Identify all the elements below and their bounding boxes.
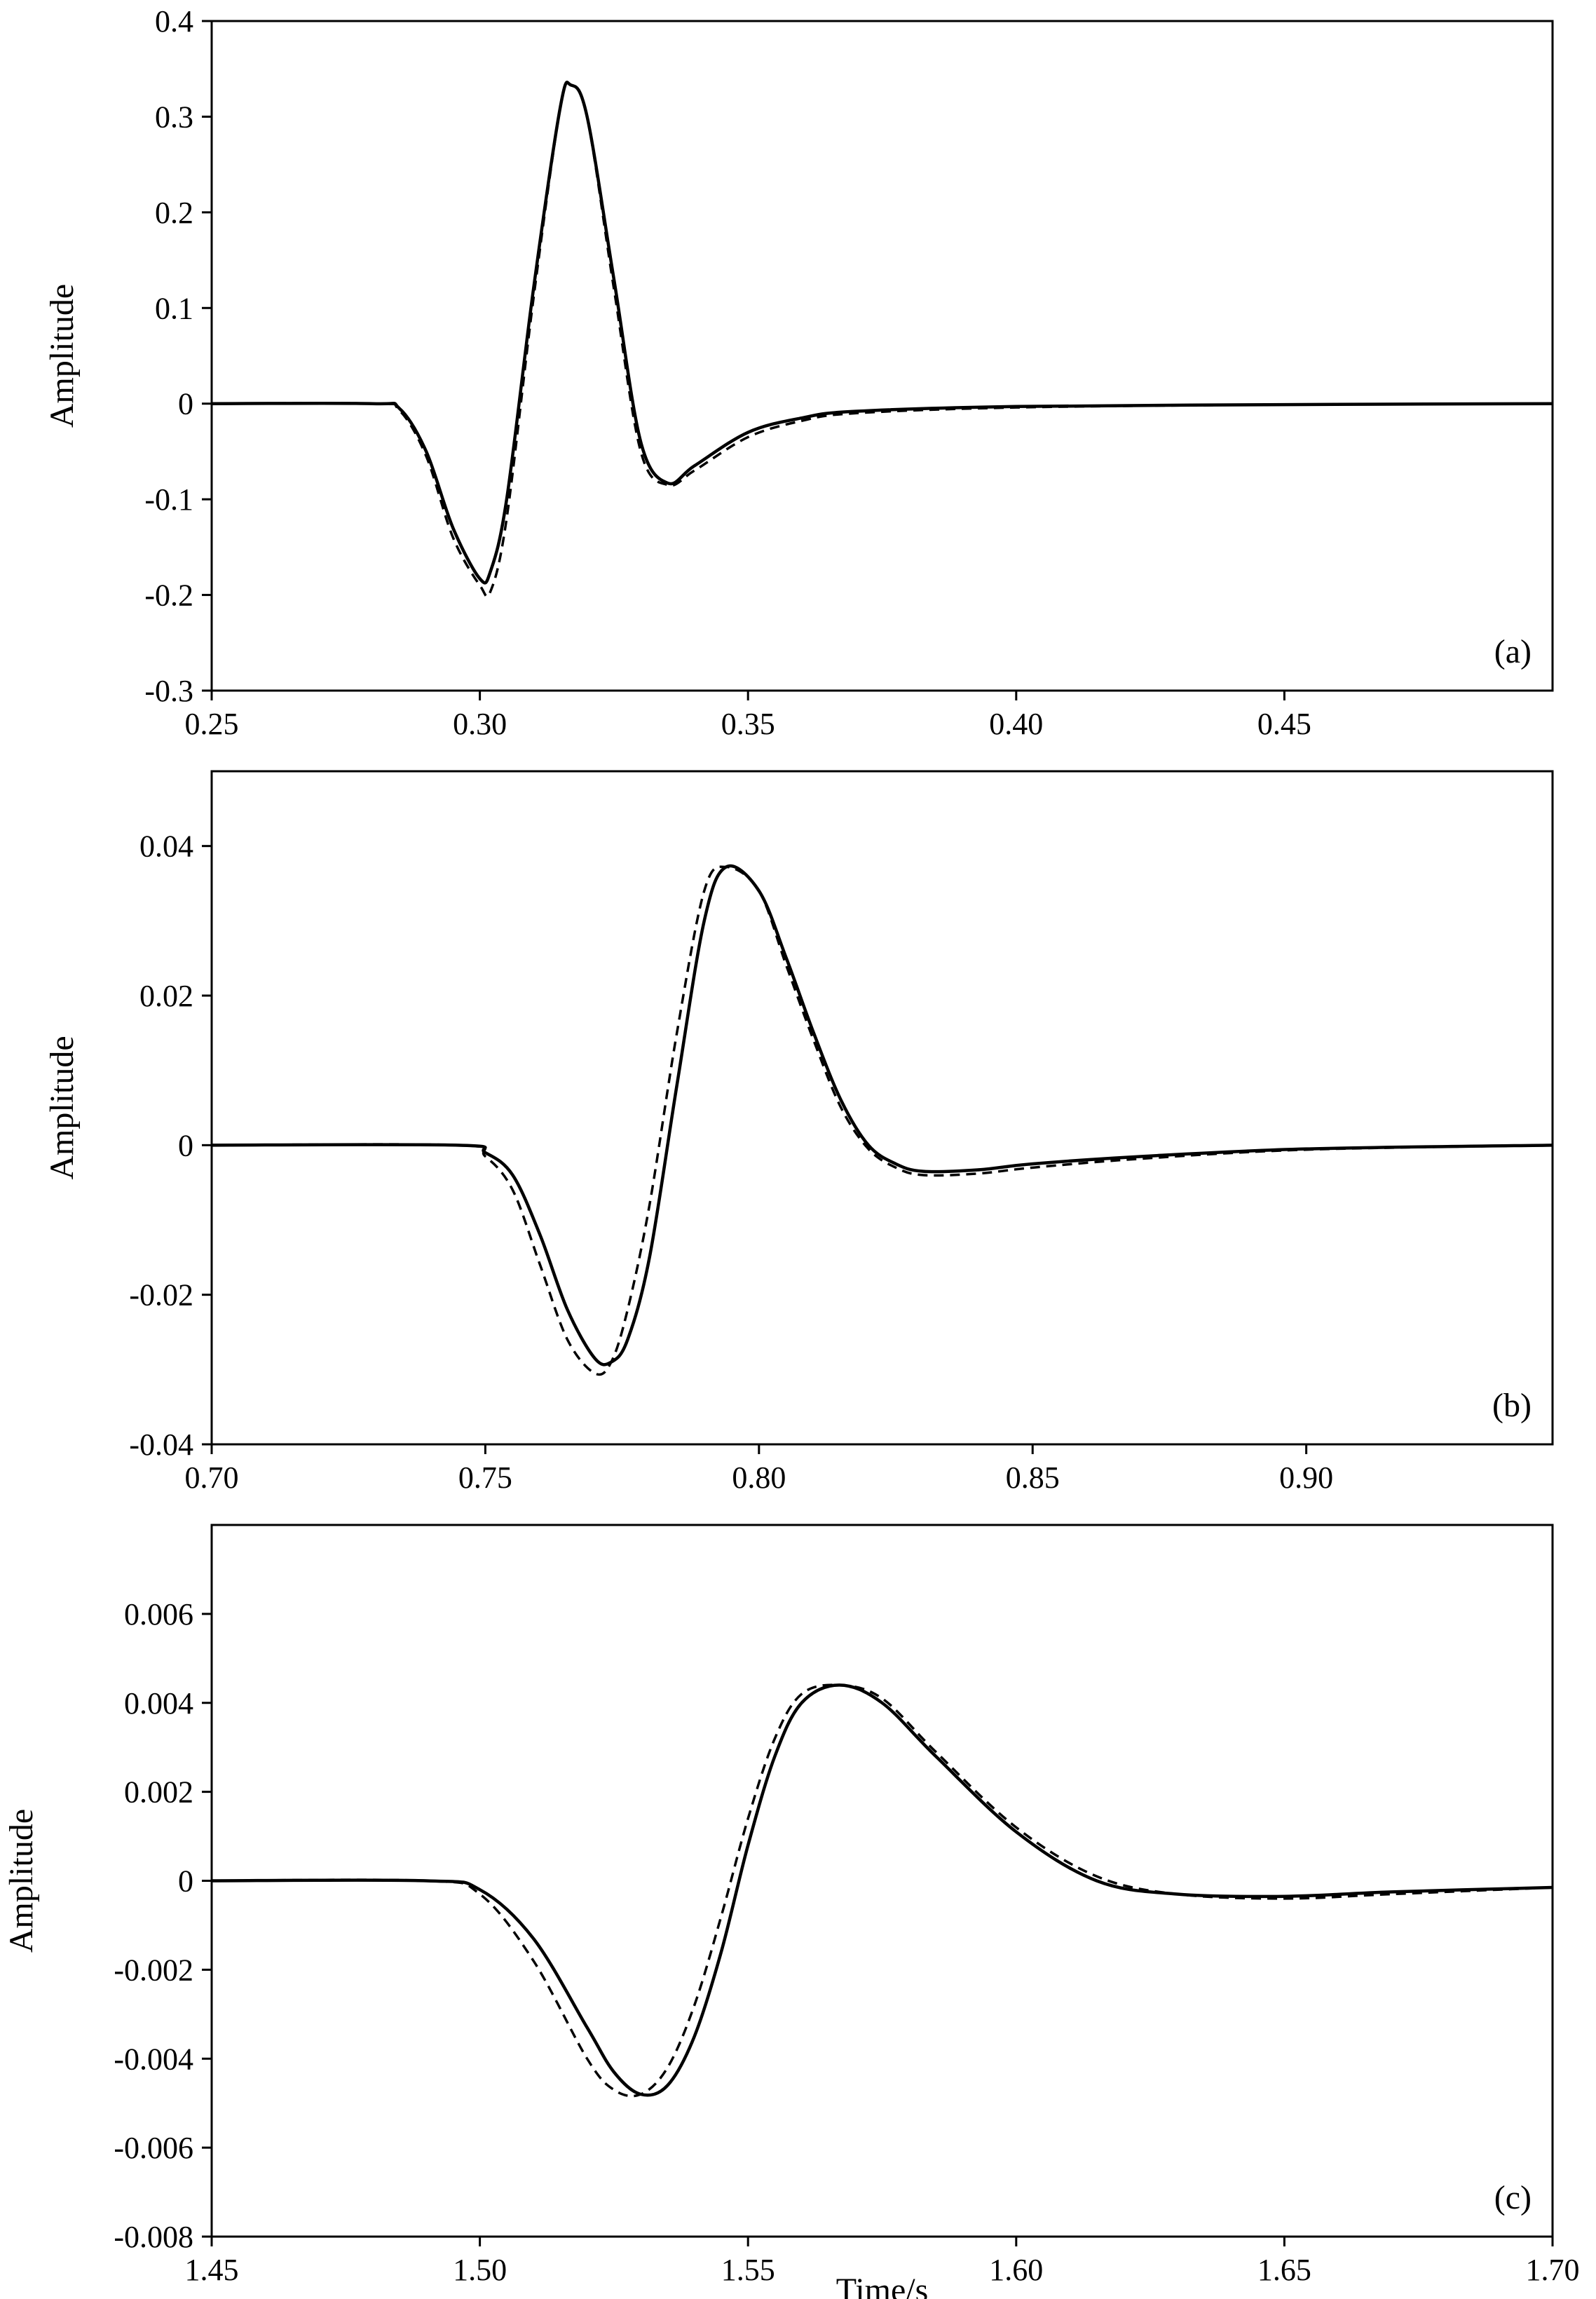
y-tick-label: 0.002: [124, 1775, 193, 1810]
y-tick-label: 0.006: [124, 1597, 193, 1632]
x-tick-label: 0.45: [1257, 707, 1311, 741]
y-tick-label: -0.008: [114, 2220, 193, 2254]
panel-label: (c): [1494, 2179, 1532, 2216]
x-tick-label: 1.45: [185, 2253, 239, 2287]
series-line-dashed: [211, 865, 1553, 1376]
series-line-solid: [211, 1683, 1553, 2097]
y-tick-label: -0.002: [114, 1953, 193, 1987]
panel-label: (a): [1494, 633, 1532, 670]
x-tick-label: 1.50: [453, 2253, 507, 2287]
y-axis-title: Amplitude: [3, 1809, 40, 1953]
series-line-solid: [211, 864, 1553, 1366]
x-tick-label: 1.70: [1526, 2253, 1580, 2287]
x-tick-label: 0.85: [1006, 1460, 1060, 1495]
y-axis-title: Amplitude: [43, 1036, 81, 1179]
y-tick-label: -0.2: [144, 578, 193, 613]
y-tick-label: -0.3: [144, 674, 193, 708]
y-tick-label: 0: [178, 387, 193, 421]
y-tick-label: 0.02: [139, 979, 193, 1013]
y-tick-label: -0.04: [129, 1427, 193, 1462]
x-tick-label: 0.90: [1279, 1460, 1333, 1495]
series-line-solid: [211, 81, 1553, 585]
y-tick-label: 0.04: [139, 829, 193, 864]
y-tick-label: 0.2: [155, 196, 193, 230]
y-tick-label: 0: [178, 1864, 193, 1899]
plot-frame: [210, 20, 1554, 692]
panel-label: (b): [1492, 1387, 1532, 1424]
y-tick-label: -0.006: [114, 2131, 193, 2165]
x-tick-label: 0.40: [989, 707, 1043, 741]
y-tick-label: -0.1: [144, 482, 193, 517]
x-tick-label: 0.35: [721, 707, 775, 741]
x-tick-label: 0.80: [732, 1460, 786, 1495]
y-tick-label: -0.02: [129, 1278, 193, 1313]
y-tick-label: 0: [178, 1128, 193, 1162]
panel-1: 0.70 0.75 0.80 0.85 0.90 -0.04 -0.02 0 0.02 0.04 A…: [43, 770, 1554, 1495]
y-tick-label: 0.004: [124, 1686, 193, 1721]
panel-0: 0.25 0.30 0.35 0.40 0.45 -0.3 -0.2 -0.1 0 0.1 0.2 0…: [43, 4, 1554, 741]
x-tick-label: 0.70: [185, 1460, 239, 1495]
x-tick-label: 1.55: [721, 2253, 775, 2287]
x-tick-label: 0.75: [458, 1460, 512, 1495]
plot-frame: [210, 770, 1554, 1446]
y-axis-title: Amplitude: [43, 284, 81, 428]
x-axis-title: Time/s: [836, 2272, 929, 2299]
y-tick-label: 0.4: [155, 4, 193, 39]
series-line-dashed: [211, 1683, 1553, 2098]
y-tick-label: 0.3: [155, 100, 193, 134]
series-line-dashed: [211, 81, 1553, 598]
x-tick-label: 0.30: [453, 707, 507, 741]
x-tick-label: 1.65: [1257, 2253, 1311, 2287]
x-tick-label: 0.25: [185, 707, 239, 741]
panel-2: 1.45 1.50 1.55 1.60 1.65 1.70 -0.008 -0.006 -0.0…: [3, 1524, 1580, 2299]
x-tick-label: 1.60: [989, 2253, 1043, 2287]
y-tick-label: 0.1: [155, 291, 193, 325]
y-tick-label: -0.004: [114, 2042, 193, 2076]
